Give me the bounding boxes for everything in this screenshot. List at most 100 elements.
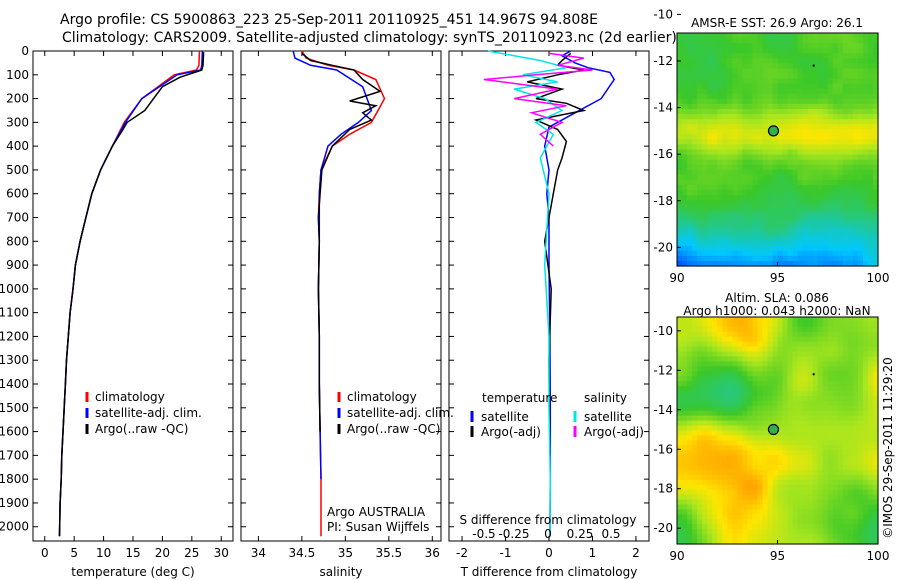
y-tick-label: 100 bbox=[6, 68, 29, 82]
x-tick-label: 0 bbox=[41, 546, 49, 560]
y-tick-label: 800 bbox=[6, 234, 29, 248]
x-tick-label: 34 bbox=[251, 546, 266, 560]
argo-position-marker bbox=[767, 423, 780, 436]
map-y-tick-label: -12 bbox=[653, 54, 673, 68]
sst-map-title: AMSR-E SST: 26.9 Argo: 26.1 bbox=[691, 16, 863, 30]
plot-frame-2 bbox=[240, 50, 442, 542]
map-y-tick-label: -12 bbox=[653, 363, 673, 377]
s-tick-label: -0.25 bbox=[498, 527, 529, 541]
y-tick-label: 300 bbox=[6, 115, 29, 129]
x-axis-label: salinity bbox=[319, 565, 362, 579]
x-tick-label: 35 bbox=[338, 546, 353, 560]
x-tick-label: 36 bbox=[425, 546, 440, 560]
map-x-tick-label: 95 bbox=[770, 549, 785, 563]
map-x-tick-label: 100 bbox=[867, 549, 890, 563]
x-tick-label: 20 bbox=[155, 546, 170, 560]
y-tick-label: 200 bbox=[6, 92, 29, 106]
series-line-3-1 bbox=[543, 50, 616, 537]
plot-frame-1 bbox=[32, 50, 234, 542]
s-tick-label: 0.5 bbox=[601, 527, 620, 541]
legend-label: satellite bbox=[584, 410, 632, 424]
legend-label: Argo(-adj) bbox=[584, 425, 644, 439]
s-axis-label: S difference from climatology bbox=[460, 513, 637, 527]
y-tick-label: 1200 bbox=[0, 329, 29, 343]
x-tick-label: 35.5 bbox=[375, 546, 402, 560]
legend-label: Argo(..raw -QC) bbox=[347, 422, 440, 436]
legend-label: satellite-adj. clim. bbox=[95, 406, 202, 420]
s-tick-label: -0.5 bbox=[472, 527, 495, 541]
figure-title-line1: Argo profile: CS 5900863_223 25-Sep-2011… bbox=[60, 12, 598, 28]
dot-marker bbox=[812, 64, 815, 67]
s-tick-label: 0.25 bbox=[567, 527, 594, 541]
y-tick-label: 2000 bbox=[0, 520, 29, 534]
map-y-tick-label: -10 bbox=[653, 324, 673, 338]
sla-map-title-line2: Argo h1000: 0.043 h2000: NaN bbox=[683, 304, 870, 318]
annotation-argo-country: Argo AUSTRALIA bbox=[327, 505, 426, 519]
sst-map bbox=[677, 33, 879, 267]
legend-label: Argo(-adj) bbox=[481, 425, 541, 439]
y-tick-label: 1500 bbox=[0, 401, 29, 415]
x-axis-label: temperature (deg C) bbox=[71, 565, 194, 579]
y-tick-label: 900 bbox=[6, 258, 29, 272]
x-tick-label: -2 bbox=[456, 546, 468, 560]
x-tick-label: 0 bbox=[545, 546, 553, 560]
annotation-pi: PI: Susan Wijffels bbox=[327, 520, 429, 534]
map-y-tick-label: -14 bbox=[653, 403, 673, 417]
map-y-tick-label: -16 bbox=[653, 442, 673, 456]
legend-header-temperature: temperature bbox=[482, 391, 557, 405]
y-tick-label: 1800 bbox=[0, 472, 29, 486]
legend-header-salinity: salinity bbox=[584, 391, 627, 405]
map-x-tick-label: 95 bbox=[770, 271, 785, 285]
x-tick-label: 34.5 bbox=[289, 546, 316, 560]
series-line-1-3 bbox=[58, 52, 205, 537]
y-tick-label: 500 bbox=[6, 163, 29, 177]
x-tick-label: 15 bbox=[125, 546, 140, 560]
figure-title-line2: Climatology: CARS2009. Satellite-adjuste… bbox=[62, 30, 677, 46]
sla-map bbox=[677, 317, 879, 545]
dot-marker bbox=[812, 373, 815, 376]
y-tick-label: 1100 bbox=[0, 306, 29, 320]
y-tick-label: 1400 bbox=[0, 377, 29, 391]
y-tick-label: 1600 bbox=[0, 425, 29, 439]
legend-label: climatology bbox=[95, 390, 165, 404]
argo-position-marker bbox=[767, 125, 780, 137]
map-x-tick-label: 100 bbox=[867, 271, 890, 285]
y-tick-label: 1900 bbox=[0, 496, 29, 510]
y-tick-label: 600 bbox=[6, 187, 29, 201]
legend-label: climatology bbox=[347, 390, 417, 404]
s-tick-label: 0 bbox=[544, 527, 552, 541]
series-line-2-3 bbox=[301, 52, 382, 432]
x-tick-label: 10 bbox=[96, 546, 111, 560]
x-tick-label: 30 bbox=[214, 546, 229, 560]
map-y-tick-label: -16 bbox=[653, 147, 673, 161]
legend-label: satellite-adj. clim. bbox=[347, 406, 454, 420]
x-tick-label: 2 bbox=[632, 546, 640, 560]
y-tick-label: 400 bbox=[6, 139, 29, 153]
x-tick-label: 1 bbox=[589, 546, 597, 560]
series-line-3-4 bbox=[483, 52, 593, 147]
x-tick-label: 5 bbox=[70, 546, 78, 560]
map-x-tick-label: 90 bbox=[669, 549, 684, 563]
legend-label: Argo(..raw -QC) bbox=[95, 422, 188, 436]
x-tick-label: -1 bbox=[500, 546, 512, 560]
series-line-1-1 bbox=[58, 50, 201, 537]
map-y-tick-label: -18 bbox=[653, 194, 673, 208]
series-line-1-2 bbox=[58, 50, 204, 537]
y-tick-label: 1000 bbox=[0, 282, 29, 296]
x-tick-label: 25 bbox=[184, 546, 199, 560]
y-tick-label: 700 bbox=[6, 211, 29, 225]
map-x-tick-label: 90 bbox=[669, 271, 684, 285]
map-y-tick-label: -20 bbox=[653, 521, 673, 535]
y-tick-label: 1700 bbox=[0, 448, 29, 462]
map-y-tick-label: -10 bbox=[653, 7, 673, 21]
series-line-2-1 bbox=[301, 50, 386, 537]
y-tick-label: 0 bbox=[21, 44, 29, 58]
y-tick-label: 1300 bbox=[0, 353, 29, 367]
map-y-tick-label: -20 bbox=[653, 240, 673, 254]
map-y-tick-label: -18 bbox=[653, 482, 673, 496]
sla-map-title-line1: Altim. SLA: 0.086 bbox=[725, 291, 829, 305]
map-y-tick-label: -14 bbox=[653, 101, 673, 115]
x-axis-label: T difference from climatology bbox=[460, 565, 638, 579]
legend-label: satellite bbox=[481, 410, 529, 424]
